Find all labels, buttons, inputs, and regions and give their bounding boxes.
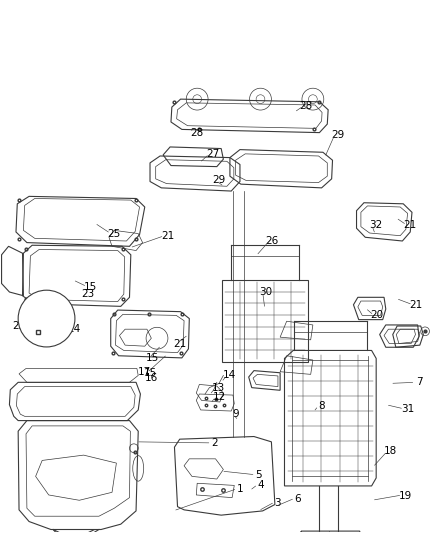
Text: 15: 15	[84, 281, 97, 292]
Text: 32: 32	[369, 220, 382, 230]
Text: 2: 2	[211, 438, 218, 448]
Text: 20: 20	[371, 310, 384, 320]
Text: 21: 21	[410, 300, 423, 310]
Text: 23: 23	[81, 289, 95, 299]
Text: 4: 4	[257, 480, 264, 490]
Text: 14: 14	[223, 370, 237, 381]
Text: 24: 24	[67, 324, 81, 334]
Text: 30: 30	[260, 287, 273, 297]
Text: 8: 8	[318, 401, 325, 411]
Text: 29: 29	[331, 130, 344, 140]
Text: 21: 21	[403, 220, 417, 230]
Text: 12: 12	[212, 392, 226, 402]
Text: 15: 15	[143, 368, 157, 378]
Text: 31: 31	[401, 404, 414, 414]
Text: 3: 3	[275, 498, 281, 508]
Text: 28: 28	[300, 101, 313, 111]
Text: 7: 7	[416, 377, 422, 387]
Text: 25: 25	[108, 229, 121, 239]
Text: 21: 21	[161, 231, 174, 241]
Text: 18: 18	[384, 447, 397, 456]
Text: 16: 16	[145, 373, 159, 383]
Text: 17: 17	[138, 367, 152, 377]
Text: 5: 5	[255, 470, 261, 480]
Circle shape	[18, 290, 75, 347]
Text: 1: 1	[237, 483, 243, 494]
Text: 28: 28	[191, 127, 204, 138]
Text: 22: 22	[12, 321, 26, 331]
Text: 26: 26	[265, 236, 279, 246]
Text: 15: 15	[146, 353, 159, 363]
Text: 27: 27	[206, 149, 219, 159]
Text: 13: 13	[212, 383, 225, 393]
Text: 19: 19	[399, 491, 413, 501]
Text: 29: 29	[212, 175, 226, 185]
Text: 9: 9	[232, 409, 239, 419]
Text: 23: 23	[41, 324, 54, 334]
Text: 6: 6	[294, 494, 301, 504]
Text: 21: 21	[173, 338, 186, 349]
